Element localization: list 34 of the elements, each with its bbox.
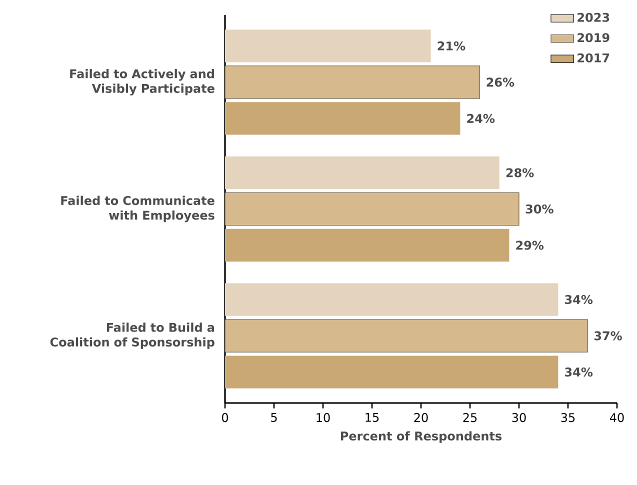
data-label: 21%	[438, 41, 466, 50]
y-tick-label: Failed to Actively and Visibly Participate	[70, 69, 214, 96]
data-label: 28%	[506, 168, 534, 178]
y-tick-label: Failed to Build a Coalition of Sponsorship	[50, 322, 214, 349]
y-tick-label: Failed to Communicate with Employees	[61, 196, 214, 222]
legend-label: 2023	[578, 12, 610, 22]
x-tick-label: 15	[366, 413, 379, 422]
bar	[225, 102, 460, 135]
x-tick-label: 25	[463, 413, 477, 422]
data-label: 34%	[565, 294, 593, 304]
data-label: 26%	[486, 78, 514, 87]
data-label: 37%	[594, 331, 622, 340]
legend-label: 2017	[578, 53, 610, 62]
data-label: 34%	[565, 368, 593, 377]
bar	[225, 30, 431, 62]
x-axis-title: Percent of Respondents	[340, 431, 502, 443]
bar	[224, 66, 480, 99]
legend-label: 2019	[578, 33, 610, 42]
x-tick-label: 40	[610, 413, 624, 422]
x-tick-label: 10	[316, 413, 330, 422]
bar	[225, 356, 558, 388]
bar	[224, 192, 520, 226]
x-tick-label: 35	[561, 413, 575, 422]
data-label: 24%	[467, 114, 495, 124]
data-label: 30%	[526, 204, 554, 214]
x-tick-label: 30	[512, 413, 526, 422]
bar	[225, 228, 510, 262]
x-tick-label: 5	[271, 413, 277, 422]
x-tick-label: 0	[222, 413, 228, 422]
bar	[225, 156, 500, 190]
bar	[225, 283, 558, 316]
x-tick-label: 20	[414, 413, 428, 422]
bar	[224, 319, 588, 352]
data-label: 29%	[516, 240, 544, 250]
